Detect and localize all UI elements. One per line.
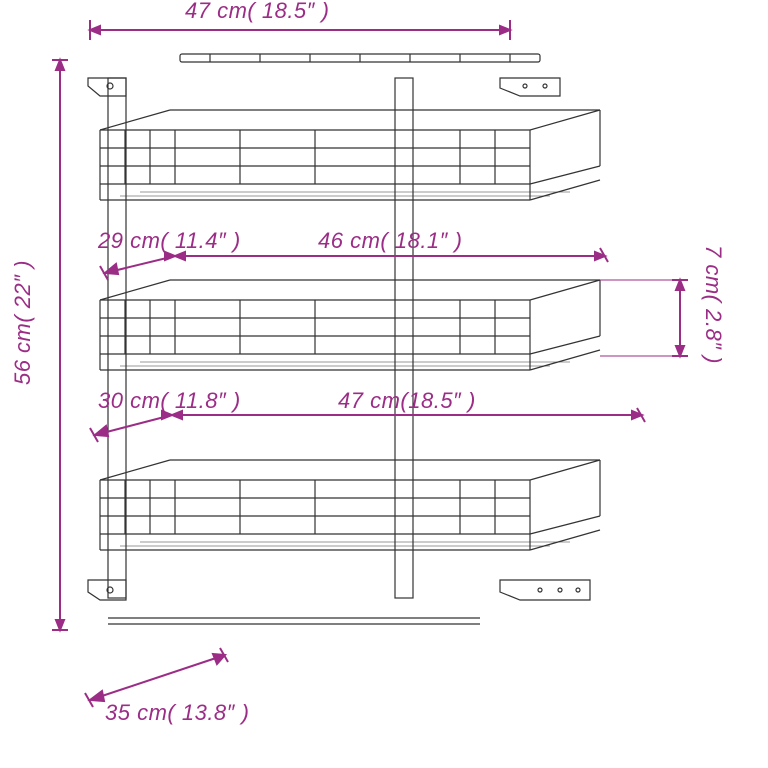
diagram-canvas: 47 cm( 18.5″ ) 56 cm( 22″ ) 29 cm( 11.4″… bbox=[0, 0, 768, 768]
dim-top-width: 47 cm( 18.5″ ) bbox=[185, 0, 329, 24]
product-drawing bbox=[0, 0, 768, 768]
dim-outer-depth: 30 cm( 11.8″ ) bbox=[98, 388, 241, 414]
dim-depth-perspective: 35 cm( 13.8″ ) bbox=[105, 700, 249, 726]
dim-outer-width: 47 cm(18.5″ ) bbox=[338, 388, 476, 414]
dim-height-left: 56 cm( 22″ ) bbox=[10, 260, 36, 385]
dim-inner-width: 46 cm( 18.1″ ) bbox=[318, 228, 462, 254]
dim-inner-depth: 29 cm( 11.4″ ) bbox=[98, 228, 241, 254]
dim-basket-height: 7 cm( 2.8″ ) bbox=[700, 245, 726, 364]
